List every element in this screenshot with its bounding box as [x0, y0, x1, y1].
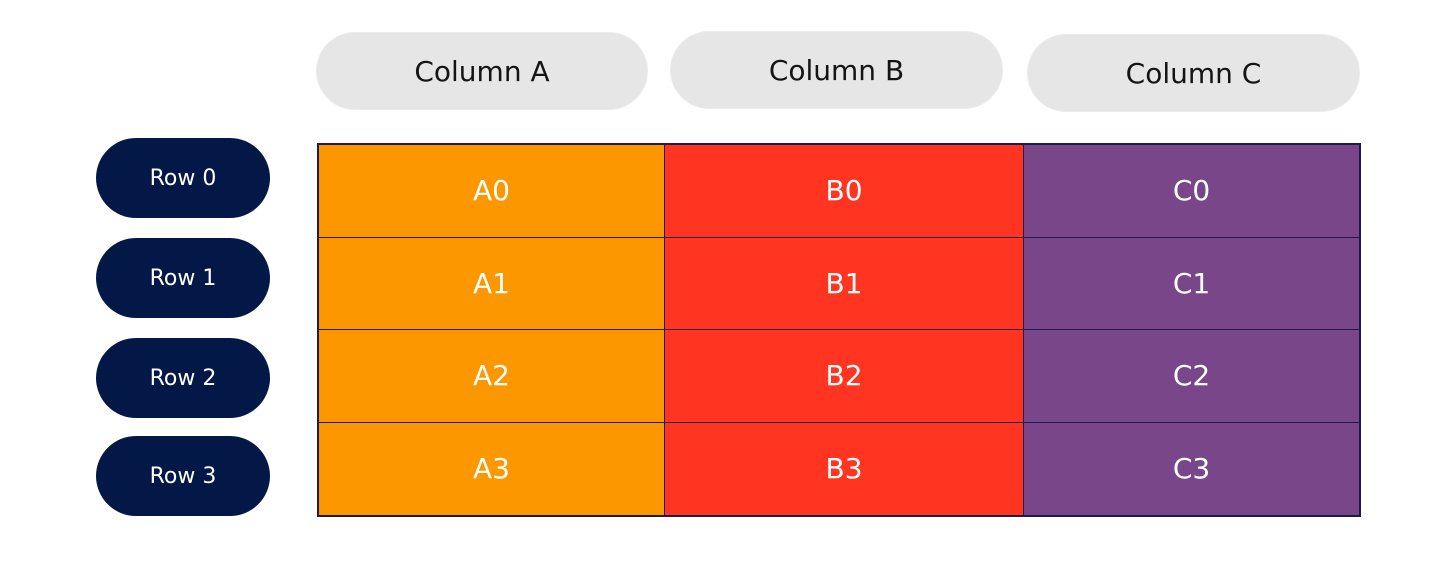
cell-c0: C0 [1024, 145, 1359, 238]
cell-a0: A0 [319, 145, 665, 238]
row-label-1: Row 1 [96, 238, 270, 318]
row-label-0: Row 0 [96, 138, 270, 218]
data-grid: A0 B0 C0 A1 B1 C1 A2 B2 C2 A3 B3 C3 [317, 143, 1361, 517]
cell-a2: A2 [319, 330, 665, 423]
cell-c1: C1 [1024, 237, 1359, 330]
cell-b1: B1 [665, 237, 1024, 330]
cell-c2: C2 [1024, 330, 1359, 423]
column-header-c: Column C [1027, 34, 1360, 112]
cell-a3: A3 [319, 422, 665, 515]
row-label-3: Row 3 [96, 436, 270, 516]
cell-c3: C3 [1024, 422, 1359, 515]
column-header-a: Column A [316, 32, 648, 110]
cell-a1: A1 [319, 237, 665, 330]
cell-b0: B0 [665, 145, 1024, 238]
column-header-b: Column B [670, 31, 1003, 109]
row-label-2: Row 2 [96, 338, 270, 418]
cell-b2: B2 [665, 330, 1024, 423]
cell-b3: B3 [665, 422, 1024, 515]
